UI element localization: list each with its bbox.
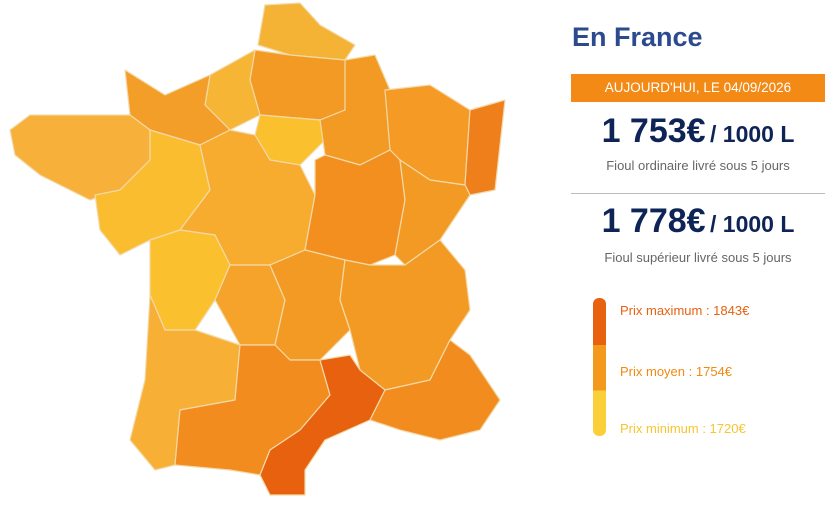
price-amount: 1 753€ — [601, 112, 706, 150]
region — [269, 249, 351, 361]
price-description: Fioul supérieur livré sous 5 jours — [604, 250, 792, 265]
region — [304, 149, 406, 266]
region — [257, 2, 356, 61]
date-banner: AUJOURD'HUI, LE 04/09/2026 — [571, 74, 825, 102]
region — [464, 99, 506, 196]
title: En France — [572, 22, 703, 52]
legend-avg: Prix moyen : 1754€ — [620, 364, 733, 379]
price-description: Fioul ordinaire livré sous 5 jours — [606, 158, 790, 173]
price-line: 1 753€ / 1000 L — [571, 112, 825, 151]
price-line: 1 778€ / 1000 L — [571, 202, 825, 241]
price-unit: / 1000 L — [710, 211, 795, 237]
legend-min: Prix minimum : 1720€ — [620, 421, 746, 436]
legend-max: Prix maximum : 1843€ — [620, 303, 750, 318]
region — [249, 49, 356, 121]
region — [369, 339, 501, 441]
separator — [571, 193, 825, 194]
region — [259, 354, 386, 496]
price-unit: / 1000 L — [710, 121, 795, 147]
price-amount: 1 778€ — [601, 202, 706, 240]
price-gauge — [593, 298, 606, 436]
region — [149, 229, 231, 331]
france-map — [9, 2, 506, 496]
